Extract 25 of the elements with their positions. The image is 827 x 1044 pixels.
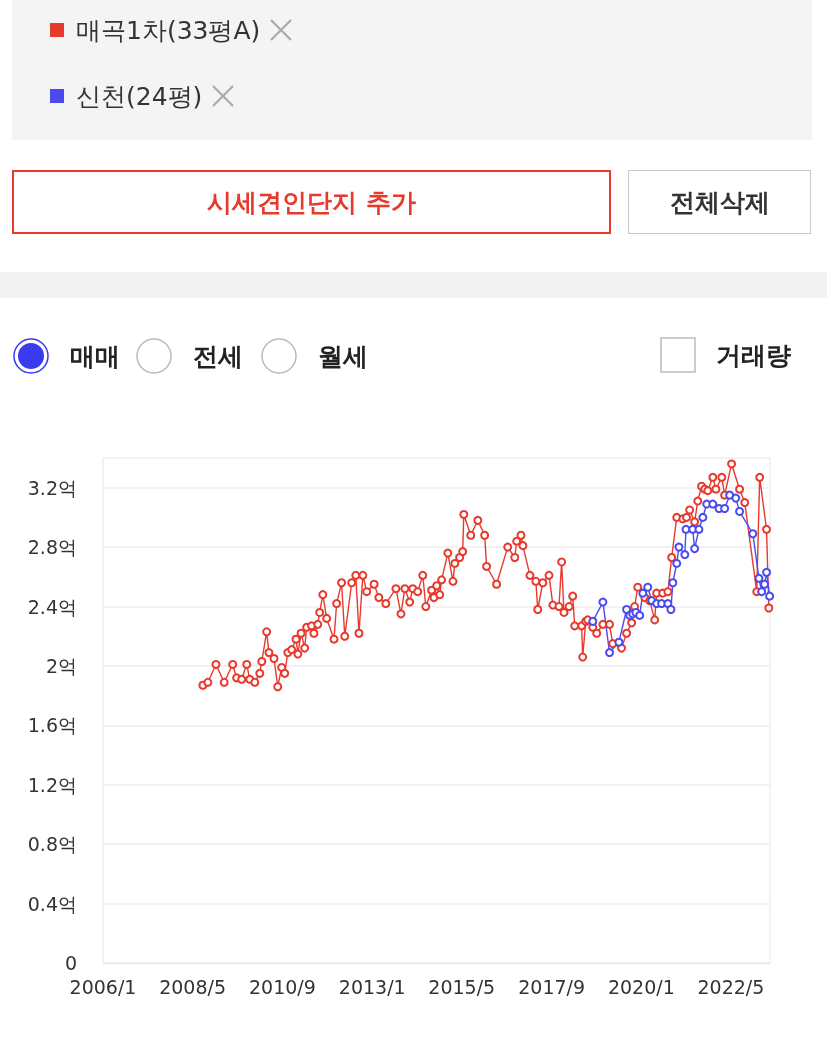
y-tick-label: 1.2억 xyxy=(27,773,77,796)
y-tick-label: 0.8억 xyxy=(27,833,77,856)
y-tick-label: 1.6억 xyxy=(27,714,77,737)
y-tick-label: 2.8억 xyxy=(27,536,77,559)
text: 전세 xyxy=(193,340,243,373)
button: 시세견인단지 추가 xyxy=(12,170,611,234)
x-tick-label: 2017/9 xyxy=(518,975,586,998)
text: 거래량 xyxy=(716,339,791,372)
y-tick-label: 3.2억 xyxy=(27,476,77,499)
y-tick-label: 2억 xyxy=(45,654,77,677)
y-tick-label: 2.4억 xyxy=(27,595,77,618)
legend-label: 매곡1차(33평A) xyxy=(76,14,261,47)
x-tick-label: 2020/1 xyxy=(607,975,675,998)
x-tick-label: 2010/9 xyxy=(248,975,316,998)
legend-label: 신천(24평) xyxy=(76,80,203,113)
text: 월세 xyxy=(318,340,368,373)
x-tick-label: 2013/1 xyxy=(338,975,406,998)
x-tick-label: 2006/1 xyxy=(69,975,137,998)
x-tick-label: 2015/5 xyxy=(428,975,496,998)
x-tick-label: 2022/5 xyxy=(697,975,765,998)
button: 전체삭제 xyxy=(628,170,811,234)
x-tick-label: 2008/5 xyxy=(159,975,227,998)
text: 매매 xyxy=(70,340,120,373)
y-tick-label: 0.4억 xyxy=(27,892,77,915)
y-tick-label: 0 xyxy=(64,952,77,974)
